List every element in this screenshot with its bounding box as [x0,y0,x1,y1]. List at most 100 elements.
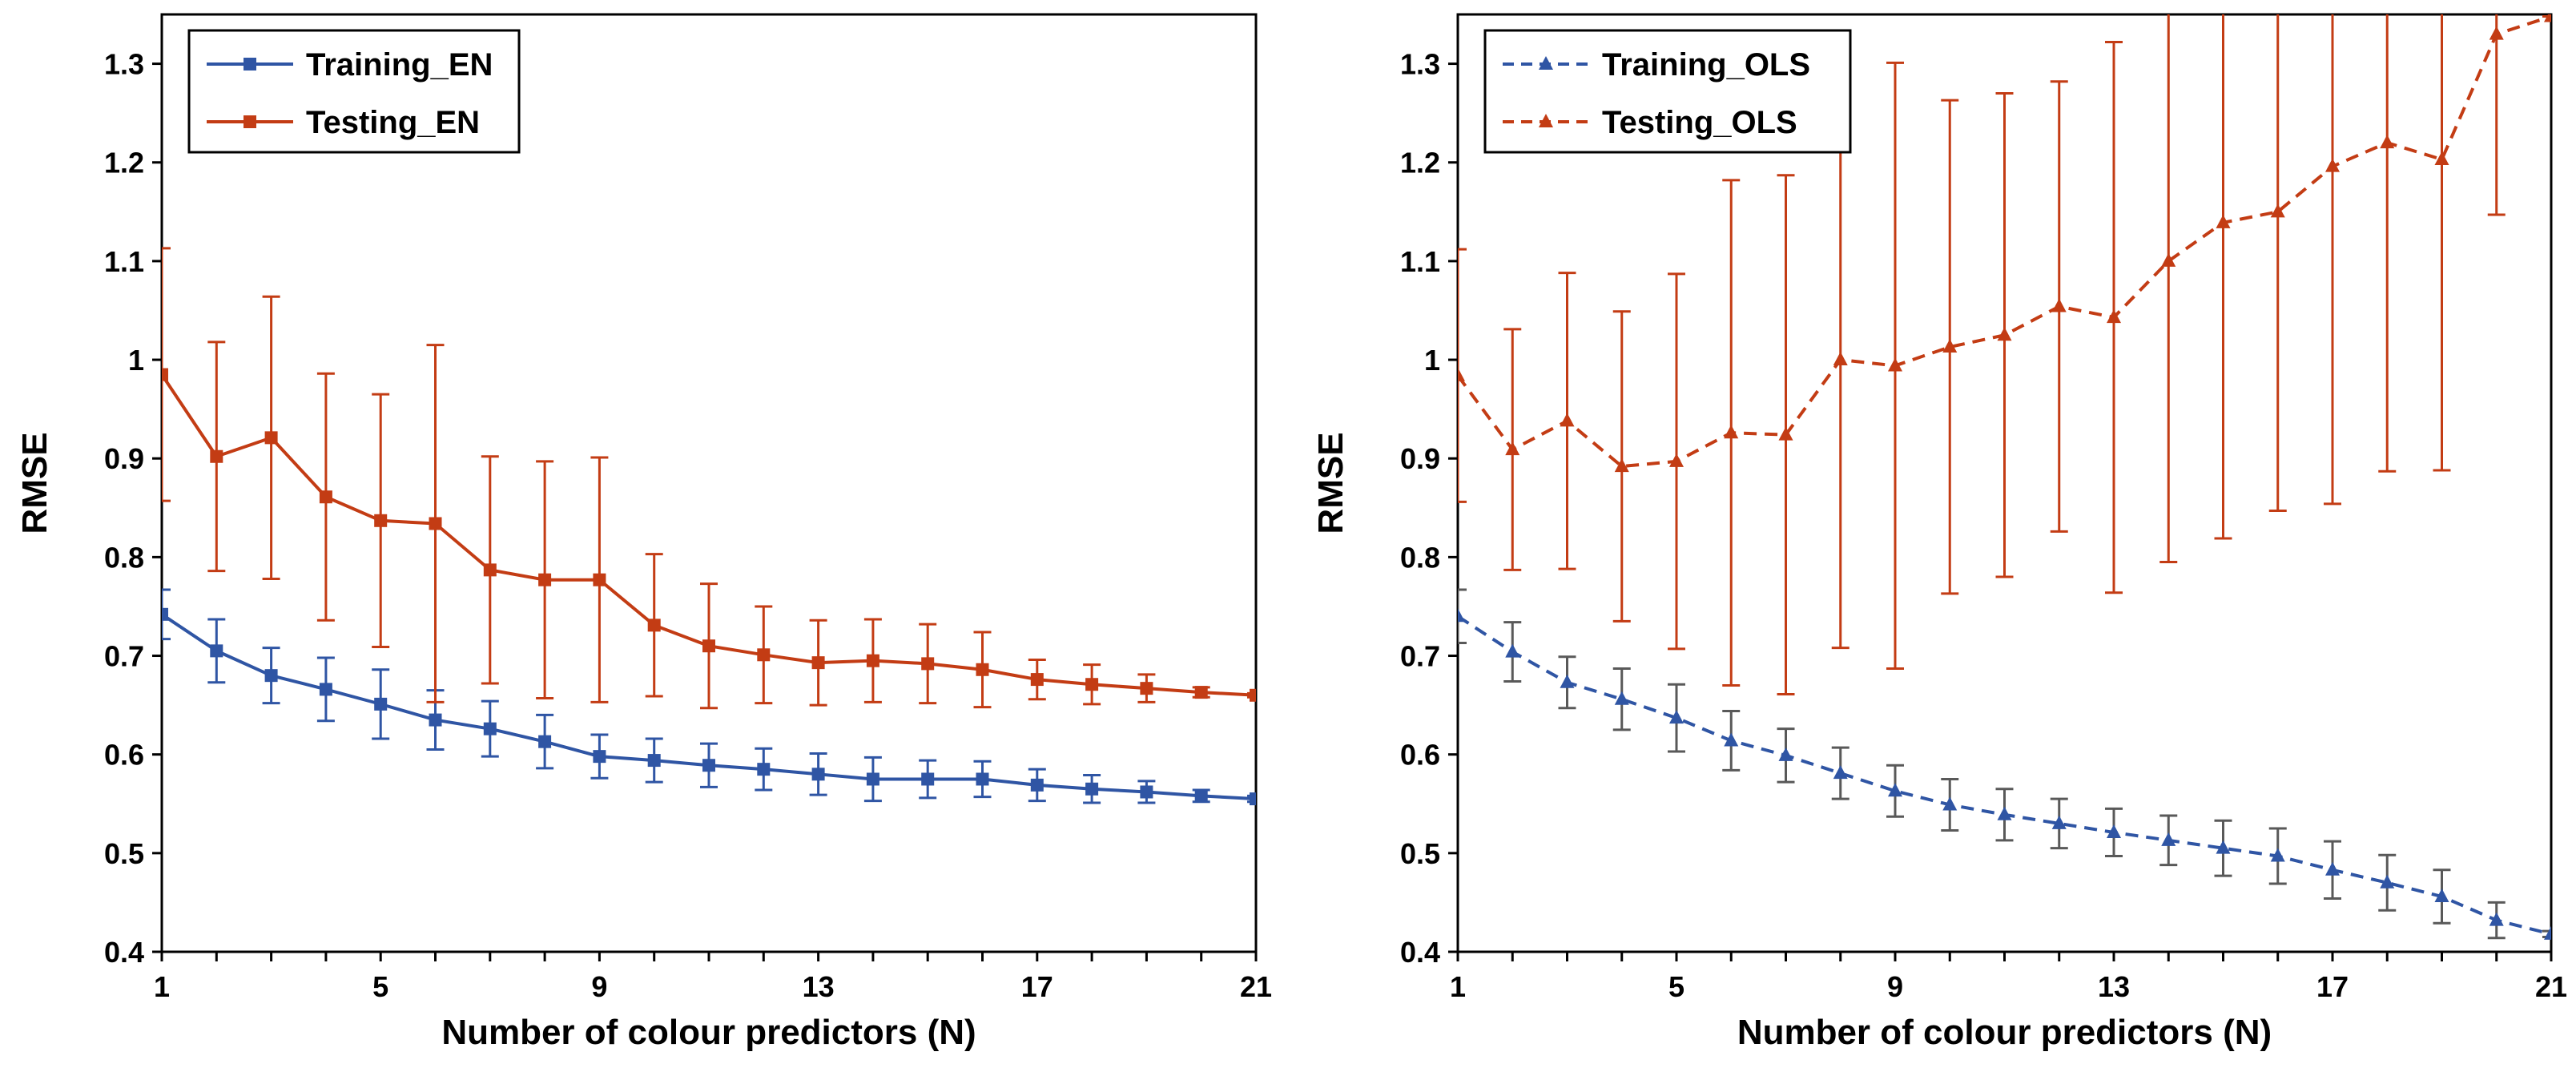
legend: Training_OLS Testing_OLS [1483,29,1852,154]
x-tick-label: 5 [1668,970,1684,1003]
data-point [1724,732,1739,747]
data-point [1085,782,1099,796]
data-point [2107,824,2121,838]
data-point [1778,426,1793,441]
data-point [1140,785,1153,799]
data-point [921,772,935,786]
data-point [2544,925,2551,940]
x-tick-label: 17 [2316,970,2349,1003]
x-tick-label: 13 [803,970,835,1003]
data-point [2325,158,2340,172]
data-point [2216,840,2231,854]
data-point [483,563,497,577]
data-point [976,772,989,786]
y-axis-title: RMSE [15,432,54,534]
data-point [2489,912,2504,926]
data-point [1942,339,1958,353]
legend-marker [1539,114,1553,127]
x-tick-label: 1 [154,970,170,1003]
data-point [319,490,332,504]
data-point [429,713,442,727]
x-tick-label: 21 [2535,970,2567,1003]
y-tick-label: 1 [1424,344,1440,377]
data-point [2051,298,2067,312]
data-point [1560,413,1575,427]
data-point [2161,832,2176,846]
data-point [319,683,332,696]
data-point [429,517,442,530]
data-point [1140,682,1153,695]
chart-panel-1: 0.4 0.5 0.6 0.7 0.8 0.9 1 1.1 1.2 1.3 1 5 9 13 17 21 Num… [15,13,1272,1052]
x-tick-label: 17 [1021,970,1053,1003]
x-axis-title: Number of colour predictors (N) [1737,1013,2272,1052]
data-point [2489,26,2504,40]
data-point [374,697,388,711]
data-point [538,573,552,586]
plot-series-group [162,247,1256,806]
data-point [647,754,661,768]
data-point [2107,309,2121,324]
data-point [1778,747,1793,761]
data-point [811,656,825,670]
x-tick-label: 9 [591,970,607,1003]
data-point [921,657,935,671]
legend-marker [1539,56,1553,70]
legend-marker [244,58,256,71]
y-tick-label: 1 [128,344,144,377]
data-point [210,644,223,658]
data-point [264,669,278,683]
legend-box [187,29,521,154]
data-point [593,750,606,764]
data-point [1997,806,2012,820]
y-tick-label: 0.9 [104,442,144,475]
x-tick-label: 9 [1887,970,1903,1003]
data-point [757,648,771,662]
y-tick-label: 1.3 [1400,48,1440,81]
legend-label-Training_EN: Training_EN [306,47,493,83]
data-point [1833,765,1848,780]
legend: Training_EN Testing_EN [187,29,521,154]
chart-panel-2: 0.4 0.5 0.6 0.7 0.8 0.9 1 1.1 1.2 1.3 1 5 9 13 17 21 Num… [1311,13,2567,1052]
x-tick-label: 5 [372,970,388,1003]
data-point [1458,608,1465,623]
y-tick-label: 1.3 [104,48,144,81]
y-tick-label: 0.4 [104,936,144,969]
data-point [647,619,661,632]
series-Training_EN [162,588,1256,806]
y-tick-label: 0.5 [1400,837,1440,870]
data-point [1669,710,1684,724]
plot-series-group [1458,14,2551,940]
data-point [1614,691,1629,705]
x-tick-label: 21 [1240,970,1272,1003]
y-tick-label: 0.6 [104,739,144,772]
data-point [1614,458,1629,473]
y-tick-label: 0.5 [104,837,144,870]
y-tick-label: 1.2 [1400,147,1440,179]
data-point [2434,151,2449,166]
y-tick-label: 0.7 [1400,640,1440,673]
data-point [1085,678,1099,691]
data-point [210,449,223,463]
data-point [1194,789,1208,803]
series-Testing_OLS [1458,14,2551,696]
data-point [2434,889,2449,903]
data-point [1997,327,2012,341]
series-Training_OLS [1458,588,2551,940]
y-axis-title: RMSE [1311,432,1350,534]
series-Testing_EN [162,247,1256,710]
data-point [1724,425,1739,439]
legend-label-Training_OLS: Training_OLS [1602,47,1810,83]
data-point [866,654,879,667]
data-point [1888,783,1902,797]
data-point [1560,674,1575,688]
y-tick-label: 1.1 [1400,245,1440,278]
data-point [1669,453,1684,467]
data-point [2161,252,2176,267]
y-tick-label: 1.2 [104,147,144,179]
data-point [2325,861,2340,876]
data-point [1942,796,1958,811]
data-point [374,514,388,527]
data-point [2216,214,2231,228]
data-point [2051,815,2067,829]
